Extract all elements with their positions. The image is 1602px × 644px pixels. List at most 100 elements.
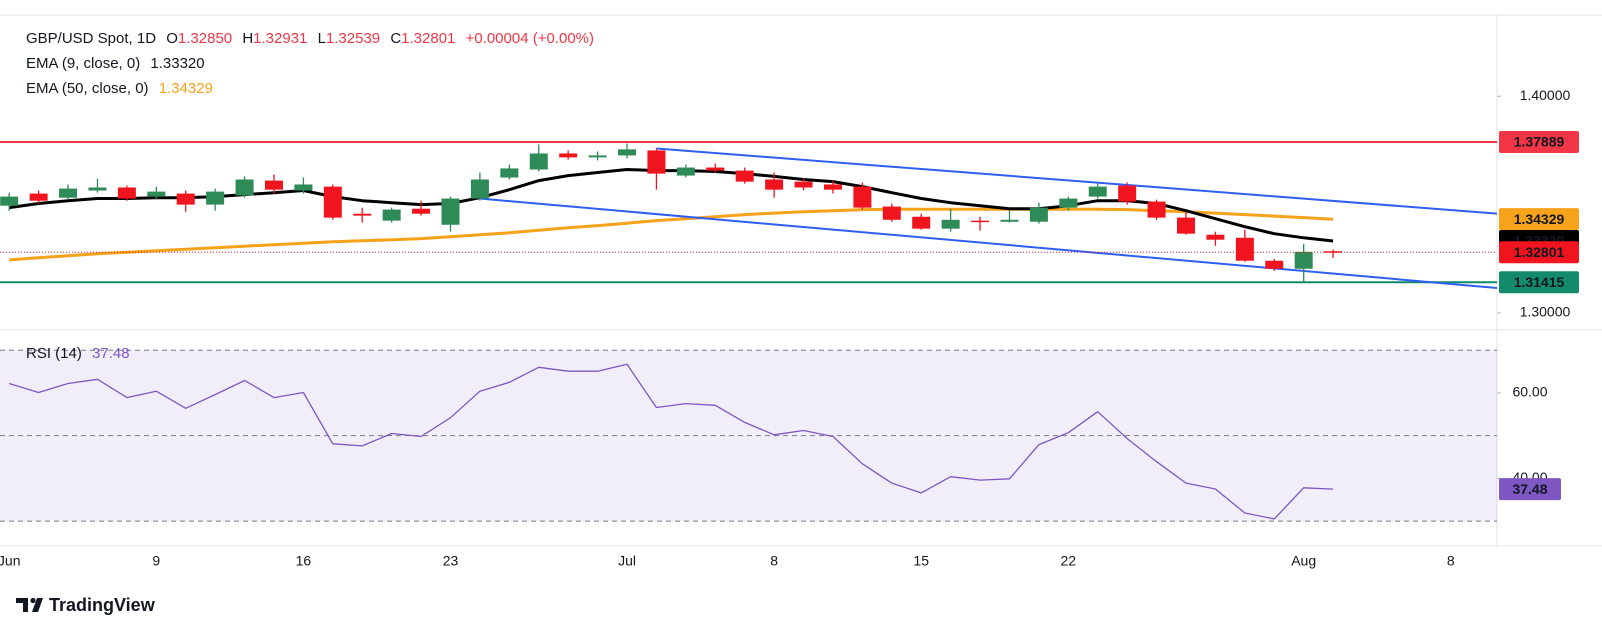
candle-body	[88, 187, 107, 191]
candle-body	[706, 167, 725, 171]
candle-body	[647, 150, 666, 174]
x-tick-label: 8	[1447, 553, 1455, 569]
ohlc-value: 1.32931	[253, 30, 307, 47]
candle-body	[912, 216, 931, 229]
candle-body	[235, 179, 254, 196]
candle-body	[1088, 186, 1107, 197]
legend-name: RSI (14)	[26, 345, 82, 362]
change: +0.00004 (+0.00%)	[466, 30, 594, 47]
ema50-legend: EMA (50, close, 0) 1.34329	[26, 80, 213, 97]
candle-body	[294, 184, 313, 191]
price-badge	[1499, 271, 1579, 294]
symbol: GBP/USD Spot, 1D	[26, 30, 156, 47]
ohlc-key: C	[390, 30, 401, 47]
trend-line	[656, 147, 1497, 215]
candle-body	[1059, 198, 1078, 208]
candle-body	[500, 168, 519, 178]
candle-body	[176, 193, 195, 205]
y-tick-label: 60.00	[1512, 384, 1547, 400]
candle-body	[323, 186, 342, 218]
ema-line	[8, 168, 1334, 243]
rsi-badge	[1499, 478, 1561, 501]
candle-body	[1206, 234, 1225, 240]
candle-body	[1000, 219, 1019, 222]
header-ohlc: GBP/USD Spot, 1D O1.32850 H1.32931 L1.32…	[26, 30, 594, 47]
ohlc-key: L	[318, 30, 326, 47]
candle-body	[470, 179, 489, 199]
rsi-badge-label: 37.48	[1512, 481, 1547, 497]
price-pane	[0, 141, 1497, 290]
candle-body	[882, 206, 901, 220]
price-badge	[1499, 241, 1579, 264]
x-tick-label: 9	[152, 553, 160, 569]
candle-body	[1029, 207, 1048, 222]
brand-name: TradingView	[49, 595, 156, 615]
x-tick-label: Jun	[0, 553, 20, 569]
ohlc-key: H	[242, 30, 253, 47]
candle-body	[765, 179, 784, 190]
x-tick-label: 23	[443, 553, 459, 569]
candle-body	[588, 155, 607, 158]
candle-body	[529, 153, 548, 170]
candle-body	[29, 193, 48, 201]
x-tick-label: Jul	[618, 553, 636, 569]
price-badge	[1499, 208, 1579, 231]
legend-name: EMA (9, close, 0)	[26, 55, 140, 72]
candle-body	[206, 191, 225, 205]
candle-body	[676, 167, 695, 176]
price-badge	[1499, 131, 1579, 154]
x-tick-label: Aug	[1291, 553, 1316, 569]
candle-body	[971, 220, 990, 223]
x-tick-label: 8	[770, 553, 778, 569]
logo-mark	[32, 598, 43, 612]
candle-body	[0, 196, 19, 206]
x-tick-label: 15	[913, 553, 929, 569]
candle-body	[941, 219, 960, 229]
logo-mark	[16, 598, 28, 612]
candle-body	[618, 149, 637, 156]
candle-body	[1177, 217, 1195, 234]
y-tick-label: 1.40000	[1520, 87, 1571, 103]
price-badge-label: 1.34329	[1514, 211, 1565, 227]
legend-name: EMA (50, close, 0)	[26, 80, 149, 97]
rsi-legend: RSI (14) 37.48	[26, 345, 130, 362]
candle-body	[1324, 251, 1343, 253]
candle-body	[1118, 185, 1137, 202]
price-badge-label: 1.32801	[1514, 244, 1565, 260]
price-badge-label: 1.37889	[1514, 134, 1565, 150]
candle-body	[147, 191, 166, 197]
legend-value: 1.34329	[159, 80, 213, 97]
ema-line	[9, 207, 1334, 262]
ohlc-key: O	[166, 30, 178, 47]
candle-body	[735, 170, 754, 182]
ohlc-value: 1.32539	[326, 30, 380, 47]
legend-value: 1.33320	[150, 55, 204, 72]
candle-body	[264, 180, 283, 190]
price-badge-label: 1.31415	[1514, 274, 1565, 290]
rsi-pane	[0, 349, 1497, 522]
candle-body	[853, 186, 872, 208]
x-tick-label: 22	[1061, 553, 1077, 569]
legend-value: 37.48	[92, 345, 130, 362]
candle-body	[382, 209, 401, 221]
candle-body	[441, 198, 460, 225]
ohlc-value: 1.32801	[401, 30, 455, 47]
logo-mark	[30, 597, 36, 604]
axes: Jun 9 16 23 Jul 8 15 22 Aug 8 1.40000 1.30000 1.3788…	[0, 87, 1579, 569]
candle-body	[412, 208, 431, 214]
candle-body	[1147, 201, 1166, 218]
y-tick-label: 1.30000	[1520, 304, 1571, 320]
candle-body	[794, 181, 813, 188]
candle-body	[1294, 251, 1313, 269]
brand-logo: TradingView	[16, 595, 156, 615]
candle-body	[559, 153, 578, 158]
rsi-line	[9, 363, 1334, 520]
candle-body	[1265, 260, 1284, 269]
candle-body	[117, 187, 136, 199]
candle-body	[353, 213, 372, 216]
ema9-legend: EMA (9, close, 0) 1.33320	[26, 55, 205, 72]
trend-line	[479, 197, 1497, 290]
candle-body	[1235, 237, 1254, 261]
